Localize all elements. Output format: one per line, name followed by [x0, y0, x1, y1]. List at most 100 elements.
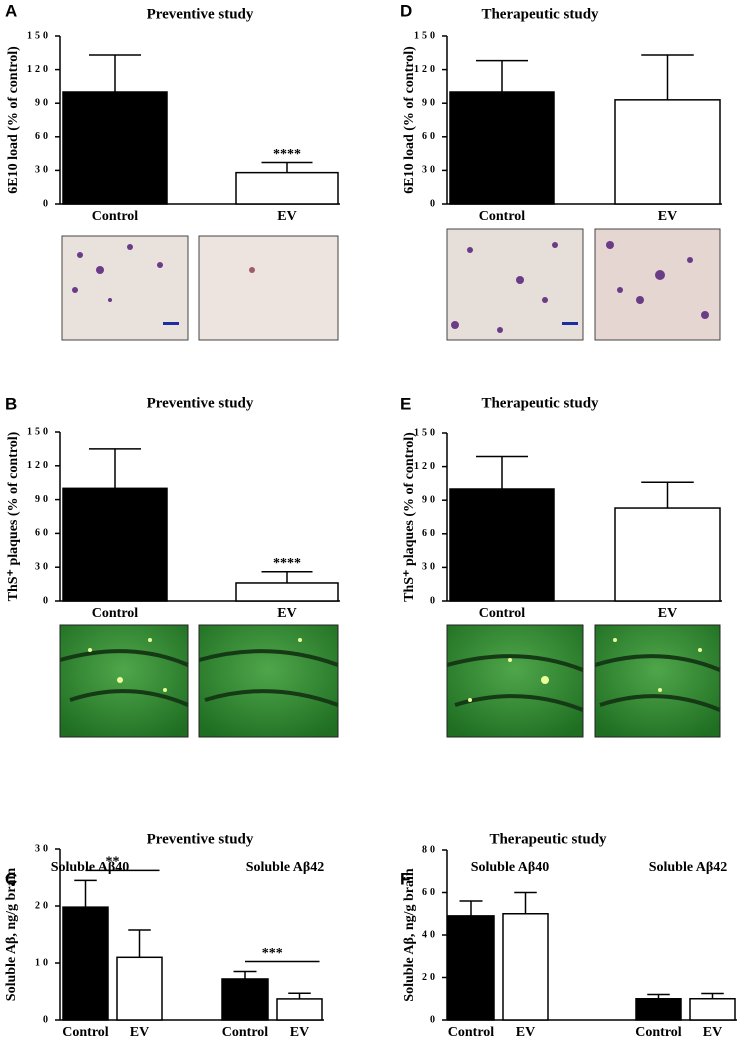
- micrograph: [594, 228, 721, 341]
- y-tick-label: 30: [35, 561, 51, 572]
- bar: [614, 99, 721, 205]
- y-axis-label: ThS⁺ plaques (% of control): [402, 432, 417, 602]
- panel-title: Preventive study: [147, 6, 254, 22]
- hippocampus-layers: [59, 649, 721, 712]
- y-tick-label: 150: [27, 30, 51, 41]
- plaques: [88, 638, 702, 702]
- group-label: Soluble Aβ40: [471, 860, 550, 875]
- x-tick-label: EV: [658, 606, 677, 621]
- y-axis-label: 6E10 load (% of control): [6, 46, 21, 194]
- y-tick-label: 0: [430, 1014, 438, 1025]
- bar: [614, 507, 721, 602]
- micrographs: [59, 228, 721, 738]
- x-tick-label: Control: [62, 1025, 109, 1040]
- significance-label: ****: [273, 556, 301, 571]
- y-tick-label: 20: [422, 972, 438, 983]
- micrograph: [59, 624, 189, 738]
- significance-label: **: [106, 855, 120, 870]
- bar: [447, 915, 495, 1021]
- x-tick-label: EV: [130, 1025, 149, 1040]
- y-tick-label: 30: [35, 843, 51, 854]
- y-tick-label: 150: [414, 30, 438, 41]
- y-tick-label: 90: [422, 494, 438, 505]
- bar: [62, 91, 168, 205]
- y-axis-label: Soluble Aβ, ng/g brain: [4, 868, 19, 1002]
- y-tick-label: 60: [422, 528, 438, 539]
- bar: [221, 978, 269, 1021]
- bar: [116, 956, 163, 1021]
- y-tick-label: 60: [422, 131, 438, 142]
- panel-title: Therapeutic study: [481, 395, 599, 411]
- y-tick-label: 30: [422, 165, 438, 176]
- y-tick-label: 90: [422, 97, 438, 108]
- panel-letter: F: [400, 869, 410, 888]
- panel-letter: E: [400, 394, 411, 413]
- significance-label: ***: [262, 946, 283, 961]
- y-tick-label: 0: [43, 595, 51, 606]
- bar: [235, 582, 339, 602]
- x-tick-label: EV: [703, 1025, 722, 1040]
- x-tick-label: Control: [92, 606, 139, 621]
- bar: [62, 487, 168, 602]
- bar: [235, 171, 339, 205]
- y-tick-label: 90: [35, 97, 51, 108]
- scale-bar: [163, 322, 179, 325]
- bar: [62, 906, 109, 1021]
- panel-title: Preventive study: [147, 831, 254, 847]
- panel-letter: D: [400, 1, 412, 20]
- bar: [449, 91, 555, 205]
- x-tick-label: Control: [448, 1025, 495, 1040]
- y-axis-label: 6E10 load (% of control): [402, 46, 417, 194]
- panel-title: Therapeutic study: [489, 831, 607, 847]
- micrograph: [594, 624, 721, 738]
- y-tick-label: 120: [414, 461, 438, 472]
- significance-label: ****: [273, 147, 301, 162]
- y-tick-label: 60: [35, 528, 51, 539]
- bar: [635, 998, 682, 1021]
- y-tick-label: 30: [422, 562, 438, 573]
- y-tick-label: 20: [35, 900, 51, 911]
- y-tick-label: 120: [414, 64, 438, 75]
- x-tick-label: Control: [635, 1025, 682, 1040]
- y-tick-label: 0: [430, 595, 438, 606]
- x-tick-label: Control: [479, 209, 526, 224]
- bar: [502, 913, 549, 1021]
- x-tick-label: EV: [277, 209, 296, 224]
- y-tick-label: 60: [422, 887, 438, 898]
- y-tick-label: 0: [430, 198, 438, 209]
- y-tick-label: 90: [35, 494, 51, 505]
- plaques: [72, 241, 709, 333]
- bar: [449, 488, 555, 602]
- y-tick-label: 60: [35, 131, 51, 142]
- y-tick-label: 120: [27, 64, 51, 75]
- y-tick-label: 80: [422, 844, 438, 855]
- panel-letter: C: [5, 869, 17, 888]
- x-tick-label: EV: [658, 209, 677, 224]
- panel-title: Therapeutic study: [481, 6, 599, 22]
- y-tick-label: 0: [43, 1014, 51, 1025]
- panel-letter: B: [5, 394, 17, 413]
- x-tick-label: Control: [479, 606, 526, 621]
- scale-bar: [562, 322, 578, 325]
- x-tick-label: Control: [222, 1025, 269, 1040]
- x-tick-label: Control: [92, 209, 139, 224]
- panel-title: Preventive study: [147, 395, 254, 411]
- micrograph: [198, 235, 339, 341]
- micrograph: [446, 624, 584, 738]
- y-tick-label: 30: [35, 165, 51, 176]
- y-tick-label: 0: [43, 198, 51, 209]
- x-tick-label: EV: [290, 1025, 309, 1040]
- panel-letter: A: [5, 1, 17, 20]
- y-tick-label: 150: [414, 427, 438, 438]
- group-label: Soluble Aβ40: [51, 860, 130, 875]
- y-axis-label: Soluble Aβ, ng/g brain: [402, 868, 417, 1002]
- y-tick-label: 120: [27, 460, 51, 471]
- y-axis-label: ThS⁺ plaques (% of control): [6, 431, 21, 601]
- bar: [689, 998, 736, 1021]
- y-tick-label: 150: [27, 426, 51, 437]
- x-tick-label: EV: [516, 1025, 535, 1040]
- group-label: Soluble Aβ42: [246, 860, 325, 875]
- bar: [276, 998, 323, 1021]
- group-label: Soluble Aβ42: [649, 860, 728, 875]
